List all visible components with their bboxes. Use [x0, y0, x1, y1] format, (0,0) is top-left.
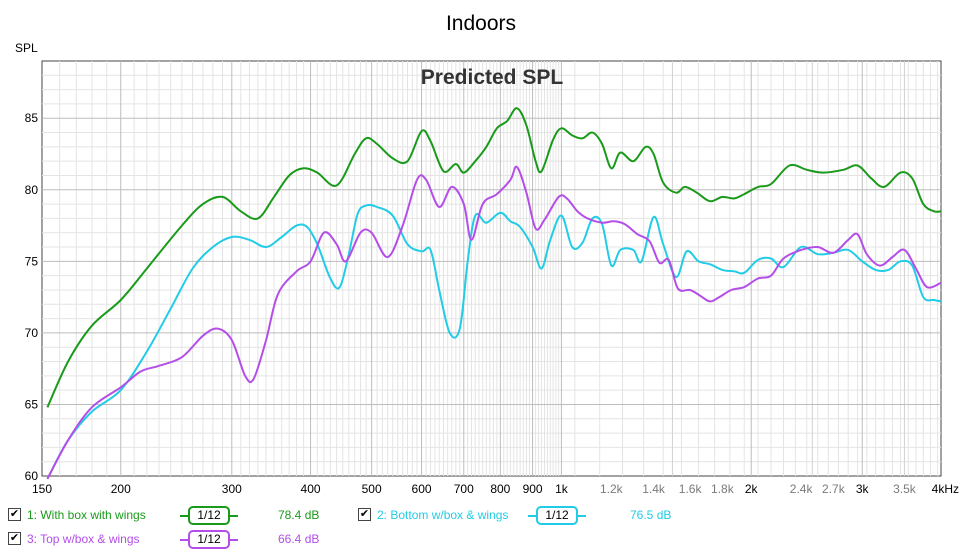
smoothing-button[interactable]: 1/12	[188, 530, 230, 549]
x-tick-label: 900	[523, 482, 543, 496]
y-tick-label: 80	[25, 183, 39, 197]
y-tick-label: 75	[25, 254, 39, 268]
series-line-3	[46, 165, 942, 480]
series-line-1	[46, 107, 942, 408]
chart-title: Indoors	[446, 12, 516, 35]
series-visibility-checkbox[interactable]: ✔	[358, 508, 371, 521]
legend-value: 66.4 dB	[278, 532, 320, 546]
legend-series-name: 1: With box with wings	[27, 508, 146, 522]
series-visibility-checkbox[interactable]: ✔	[8, 508, 21, 521]
y-tick-label: 60	[25, 469, 39, 483]
y-axis-label: SPL	[15, 41, 38, 55]
x-tick-label: 1.4k	[642, 482, 666, 496]
x-tick-label: 4kHz	[932, 482, 959, 496]
x-tick-label: 3.5k	[893, 482, 917, 496]
legend-value: 78.4 dB	[278, 508, 320, 522]
x-tick-label: 3k	[856, 482, 870, 496]
legend-item-2: ✔ 2: Bottom w/box & wings 1/12 76.5 dB	[356, 506, 696, 525]
x-tick-label: 1.2k	[600, 482, 624, 496]
x-tick-label: 2.7k	[822, 482, 846, 496]
series-curves	[46, 107, 942, 480]
legend-series-name: 3: Top w/box & wings	[27, 532, 140, 546]
x-tick-label: 2k	[745, 482, 759, 496]
chart-subtitle: Predicted SPL	[421, 66, 564, 89]
x-tick-label: 600	[412, 482, 432, 496]
x-tick-label: 700	[454, 482, 474, 496]
series-visibility-checkbox[interactable]: ✔	[8, 532, 21, 545]
y-tick-label: 70	[25, 326, 39, 340]
y-tick-labels: 60 65 70 75 80 85	[25, 111, 39, 483]
smoothing-button[interactable]: 1/12	[536, 506, 578, 525]
x-tick-label: 300	[222, 482, 242, 496]
x-tick-label: 150	[32, 482, 52, 496]
y-tick-label: 85	[25, 111, 39, 125]
smoothing-button[interactable]: 1/12	[188, 506, 230, 525]
series-line-2	[46, 203, 942, 480]
y-tick-label: 65	[25, 397, 39, 411]
x-tick-label: 200	[111, 482, 131, 496]
x-tick-label: 800	[490, 482, 510, 496]
x-tick-labels: 150 200 300 400 500 600 700 800 900 1k 1.2k 1.4k 1.6…	[32, 482, 959, 496]
legend-item-3: ✔ 3: Top w/box & wings 1/12 66.4 dB	[6, 530, 346, 549]
minor-gridlines	[42, 61, 941, 476]
x-tick-label: 400	[301, 482, 321, 496]
plot-area	[41, 60, 942, 477]
x-tick-label: 1.8k	[711, 482, 735, 496]
x-tick-label: 500	[362, 482, 382, 496]
x-tick-label: 1k	[555, 482, 569, 496]
legend-item-1: ✔ 1: With box with wings 1/12 78.4 dB	[6, 506, 346, 525]
x-tick-label: 1.6k	[679, 482, 703, 496]
legend-value: 76.5 dB	[630, 508, 672, 522]
legend-series-name: 2: Bottom w/box & wings	[377, 508, 509, 522]
x-tick-label: 2.4k	[790, 482, 814, 496]
